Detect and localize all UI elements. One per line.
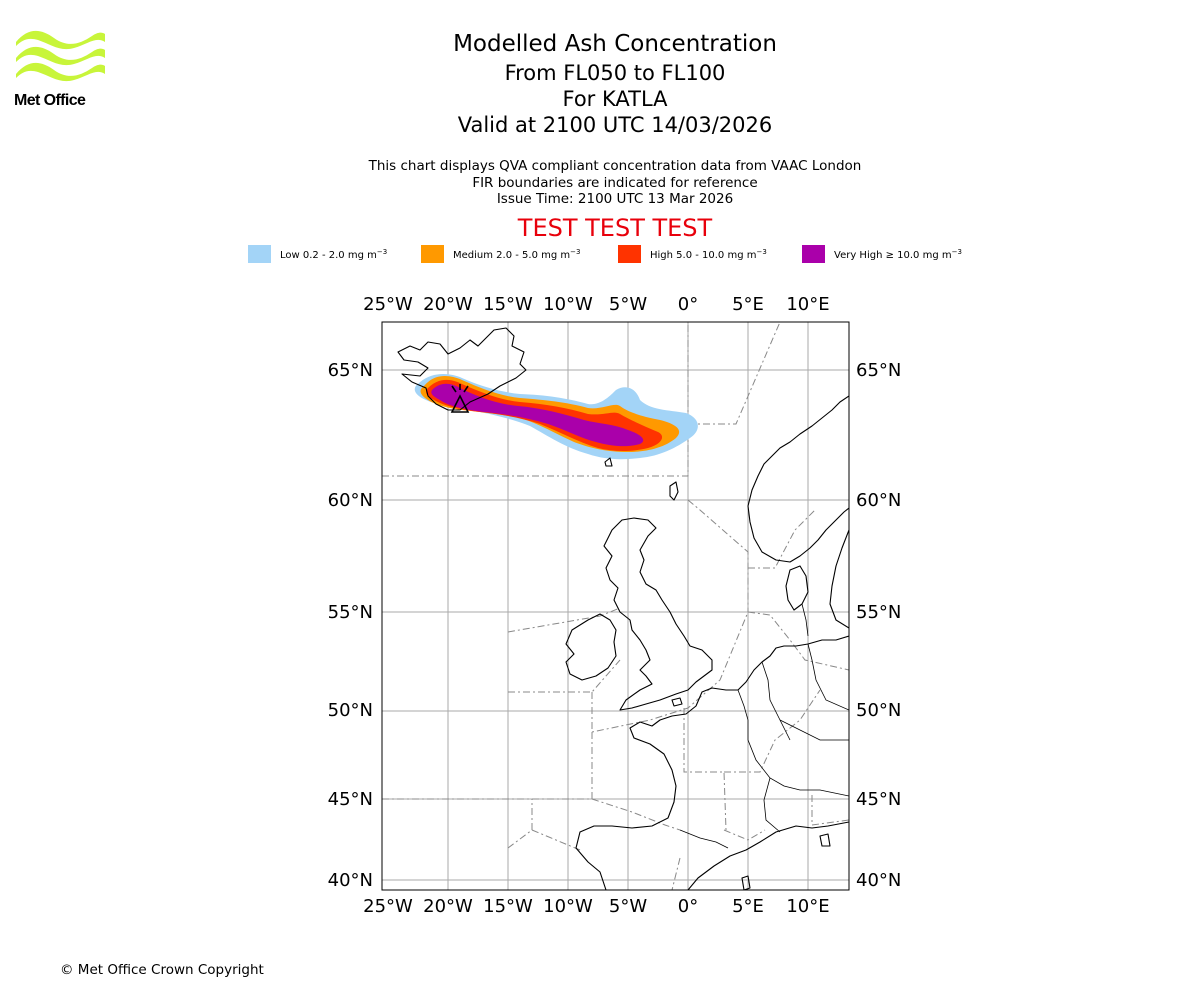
lon-label: 20°W — [423, 294, 473, 315]
lon-label: 5°W — [609, 294, 647, 315]
ireland-coast — [565, 613, 617, 681]
volcano-name: For KATLA — [562, 87, 668, 111]
lat-label: 60°N — [328, 490, 373, 511]
norway-coast — [747, 395, 849, 563]
legend-item-high: High 5.0 - 10.0 mg m−3 — [618, 244, 767, 264]
lat-label: 65°N — [328, 360, 373, 381]
graticule — [382, 322, 849, 890]
lon-label: 10°W — [543, 294, 593, 315]
shetland — [669, 481, 679, 501]
lat-label: 45°N — [856, 789, 901, 810]
legend-label-low: Low 0.2 - 2.0 mg m — [280, 249, 377, 261]
lon-label: 10°E — [786, 294, 829, 315]
lon-labels-bottom: 25°W 20°W 15°W 10°W 5°W 0° 5°E 10°E — [363, 896, 829, 917]
fir-boundaries — [382, 322, 849, 890]
map-frame — [381, 321, 850, 891]
lat-label: 40°N — [328, 870, 373, 891]
scotland-coast — [603, 517, 713, 711]
legend-label-very-high: Very High ≥ 10.0 mg m — [834, 249, 952, 261]
lon-label: 15°W — [483, 294, 533, 315]
lon-label: 10°E — [786, 896, 829, 917]
coastlines — [397, 327, 849, 890]
lat-label: 50°N — [328, 700, 373, 721]
mediterranean-coast — [687, 821, 849, 890]
legend-unit-exp: −3 — [376, 247, 388, 256]
lat-label: 55°N — [856, 602, 901, 623]
iceland-coast — [397, 327, 527, 411]
ash-very-high-region — [431, 383, 644, 447]
lon-label: 10°W — [543, 896, 593, 917]
legend-label-medium: Medium 2.0 - 5.0 mg m — [453, 249, 571, 261]
note-line-1: This chart displays QVA compliant concen… — [368, 158, 862, 174]
legend-item-very-high: Very High ≥ 10.0 mg m−3 — [802, 244, 962, 264]
valid-time: Valid at 2100 UTC 14/03/2026 — [457, 113, 773, 137]
legend-unit-exp: −3 — [570, 247, 581, 256]
lat-label: 50°N — [856, 700, 901, 721]
lon-label: 0° — [678, 294, 698, 315]
legend: Low 0.2 - 2.0 mg m−3 Medium 2.0 - 5.0 mg… — [0, 244, 1200, 264]
lat-label: 40°N — [856, 870, 901, 891]
lon-label: 20°W — [423, 896, 473, 917]
islands-near-europe — [671, 697, 831, 890]
denmark-coast — [785, 565, 809, 611]
met-office-wave-icon — [16, 30, 105, 82]
test-banner: TEST TEST TEST — [517, 214, 713, 242]
lat-label: 45°N — [328, 789, 373, 810]
lat-label: 55°N — [328, 602, 373, 623]
lon-label: 5°W — [609, 896, 647, 917]
note-line-2: FIR boundaries are indicated for referen… — [472, 174, 758, 191]
legend-unit-exp: −3 — [756, 247, 767, 256]
lon-label: 5°E — [732, 294, 764, 315]
copyright: © Met Office Crown Copyright — [60, 962, 264, 978]
legend-item-medium: Medium 2.0 - 5.0 mg m−3 — [421, 244, 580, 264]
lat-labels-right: 65°N 60°N 55°N 50°N 45°N 40°N — [856, 360, 901, 891]
legend-swatch-high — [618, 245, 641, 263]
continent-coast — [575, 635, 849, 890]
lat-label: 60°N — [856, 490, 901, 511]
lat-labels-left: 65°N 60°N 55°N 50°N 45°N 40°N — [328, 360, 373, 891]
lat-label: 65°N — [856, 360, 901, 381]
logo-text: Met Office — [14, 92, 86, 109]
legend-label-high: High 5.0 - 10.0 mg m — [650, 249, 757, 261]
met-office-logo: Met Office — [14, 30, 106, 112]
volcano-icon — [450, 384, 470, 413]
legend-item-low: Low 0.2 - 2.0 mg m−3 — [248, 244, 387, 264]
lon-label: 0° — [678, 896, 698, 917]
flight-level-range: From FL050 to FL100 — [504, 61, 726, 85]
chart-titles: Modelled Ash Concentration From FL050 to… — [315, 28, 915, 138]
legend-swatch-very-high — [802, 245, 825, 263]
legend-swatch-medium — [421, 245, 444, 263]
borders — [679, 603, 849, 849]
faroe-islands — [604, 457, 613, 467]
lon-label: 5°E — [732, 896, 764, 917]
page-title: Modelled Ash Concentration — [453, 31, 777, 57]
lon-label: 25°W — [363, 294, 413, 315]
lon-labels-top: 25°W 20°W 15°W 10°W 5°W 0° 5°E 10°E — [363, 294, 829, 315]
note-line-3: Issue Time: 2100 UTC 13 Mar 2026 — [496, 191, 734, 207]
legend-swatch-low — [248, 245, 271, 263]
legend-unit-exp: −3 — [951, 247, 962, 256]
lon-label: 25°W — [363, 896, 413, 917]
chart-notes: This chart displays QVA compliant concen… — [315, 158, 915, 208]
lon-label: 15°W — [483, 896, 533, 917]
ash-cloud — [414, 374, 698, 460]
sweden-coast — [829, 529, 849, 629]
